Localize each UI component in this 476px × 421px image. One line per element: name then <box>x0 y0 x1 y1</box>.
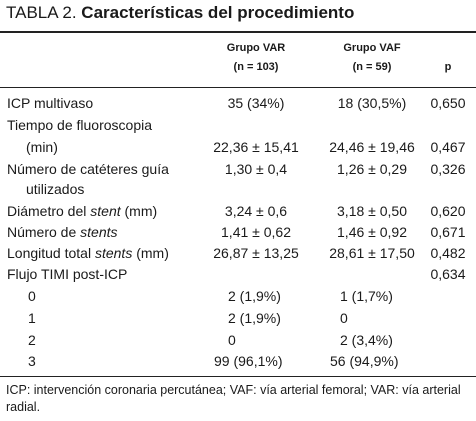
cell-var: 35 (34%) <box>227 95 285 111</box>
header-p: p <box>444 61 452 73</box>
header-var-name: Grupo VAR <box>226 42 286 54</box>
cell-var: 26,87 ± 13,25 <box>213 245 299 261</box>
cell-vaf: 3,18 ± 0,50 <box>337 203 407 219</box>
cell-p: 0,620 <box>430 203 466 219</box>
cell-var: 22,36 ± 15,41 <box>213 139 299 155</box>
cell-vaf: 2 (3,4%) <box>340 332 393 348</box>
row-label-em: stents <box>94 245 133 261</box>
row-label: Número de catéteres guía <box>7 161 169 177</box>
table-row: Número de stents 1,41 ± 0,62 1,46 ± 0,92… <box>0 221 476 243</box>
row-label: Número de stents <box>7 221 118 243</box>
cell-vaf: 1 (1,7%) <box>340 288 393 304</box>
header-vaf-name: Grupo VAF <box>343 42 401 54</box>
row-label: utilizados <box>26 181 85 197</box>
table-footnote: ICP: intervención coronaria percutánea; … <box>6 383 461 414</box>
header-rule <box>0 87 476 88</box>
row-label-pre: Longitud total <box>7 245 95 261</box>
row-label-post: (mm) <box>132 245 169 261</box>
cell-var: 2 (1,9%) <box>228 310 281 326</box>
row-label-em: stent <box>90 203 121 219</box>
row-label-post: (mm) <box>120 203 158 219</box>
cell-vaf: 1,26 ± 0,29 <box>337 161 407 177</box>
cell-vaf: 56 (94,9%) <box>330 353 399 369</box>
row-label: ICP multivaso <box>7 95 94 111</box>
table-number: TABLA 2. <box>6 3 77 22</box>
table-row: 1 2 (1,9%) 0 <box>0 307 476 329</box>
table-row: utilizados <box>0 178 476 200</box>
row-label: Tiempo de fluoroscopia <box>7 117 153 133</box>
cell-p: 0,326 <box>430 161 466 177</box>
table-row: 0 2 (1,9%) 1 (1,7%) <box>0 285 476 307</box>
cell-vaf: 0 <box>340 310 348 326</box>
cell-var: 3,24 ± 0,6 <box>224 203 288 219</box>
table-row: (min) 22,36 ± 15,41 24,46 ± 19,46 0,467 <box>0 136 476 158</box>
cell-var: 2 (1,9%) <box>228 288 281 304</box>
cell-p: 0,634 <box>430 266 466 282</box>
header-vaf-n: (n = 59) <box>352 61 392 73</box>
cell-vaf: 28,61 ± 17,50 <box>329 245 415 261</box>
cell-var: 99 (96,1%) <box>214 353 283 369</box>
row-label: Diámetro del stent (mm) <box>7 200 157 222</box>
row-label: 0 <box>28 288 36 304</box>
table-row: Tiempo de fluoroscopia <box>0 114 476 136</box>
table-row: Flujo TIMI post-ICP 0,634 <box>0 263 476 285</box>
table-row: 3 99 (96,1%) 56 (94,9%) <box>0 350 476 372</box>
cell-var: 1,41 ± 0,62 <box>221 224 291 240</box>
row-label-pre: Número de <box>7 224 81 240</box>
cell-p: 0,671 <box>430 224 466 240</box>
header-var: Grupo VAR (n = 103) <box>206 39 306 77</box>
row-label: 2 <box>28 332 36 348</box>
row-label: 3 <box>28 353 36 369</box>
header-vaf: Grupo VAF (n = 59) <box>322 39 422 77</box>
row-label: 1 <box>28 310 36 326</box>
table-row: Diámetro del stent (mm) 3,24 ± 0,6 3,18 … <box>0 200 476 222</box>
cell-vaf: 1,46 ± 0,92 <box>337 224 407 240</box>
cell-p: 0,482 <box>430 245 466 261</box>
cell-p: 0,467 <box>430 139 466 155</box>
row-label: (min) <box>26 139 58 155</box>
row-label-pre: Diámetro del <box>7 203 91 219</box>
row-label-em: stents <box>80 224 118 240</box>
cell-var: 0 <box>228 332 236 348</box>
cell-var: 1,30 ± 0,4 <box>224 161 288 177</box>
header-var-n: (n = 103) <box>233 61 279 73</box>
table-row: Longitud total stents (mm) 26,87 ± 13,25… <box>0 242 476 264</box>
table-row: 2 0 2 (3,4%) <box>0 329 476 351</box>
cell-vaf: 24,46 ± 19,46 <box>329 139 415 155</box>
bottom-rule <box>0 376 476 377</box>
row-label: Flujo TIMI post-ICP <box>7 266 128 282</box>
table-caption: Características del procedimiento <box>81 3 355 22</box>
top-rule <box>0 31 476 33</box>
cell-p: 0,650 <box>430 95 466 111</box>
table-row: ICP multivaso 35 (34%) 18 (30,5%) 0,650 <box>0 92 476 114</box>
table-title: TABLA 2. Características del procedimien… <box>6 3 354 23</box>
cell-vaf: 18 (30,5%) <box>337 95 407 111</box>
row-label: Longitud total stents (mm) <box>7 242 169 264</box>
table-row: Número de catéteres guía 1,30 ± 0,4 1,26… <box>0 158 476 180</box>
